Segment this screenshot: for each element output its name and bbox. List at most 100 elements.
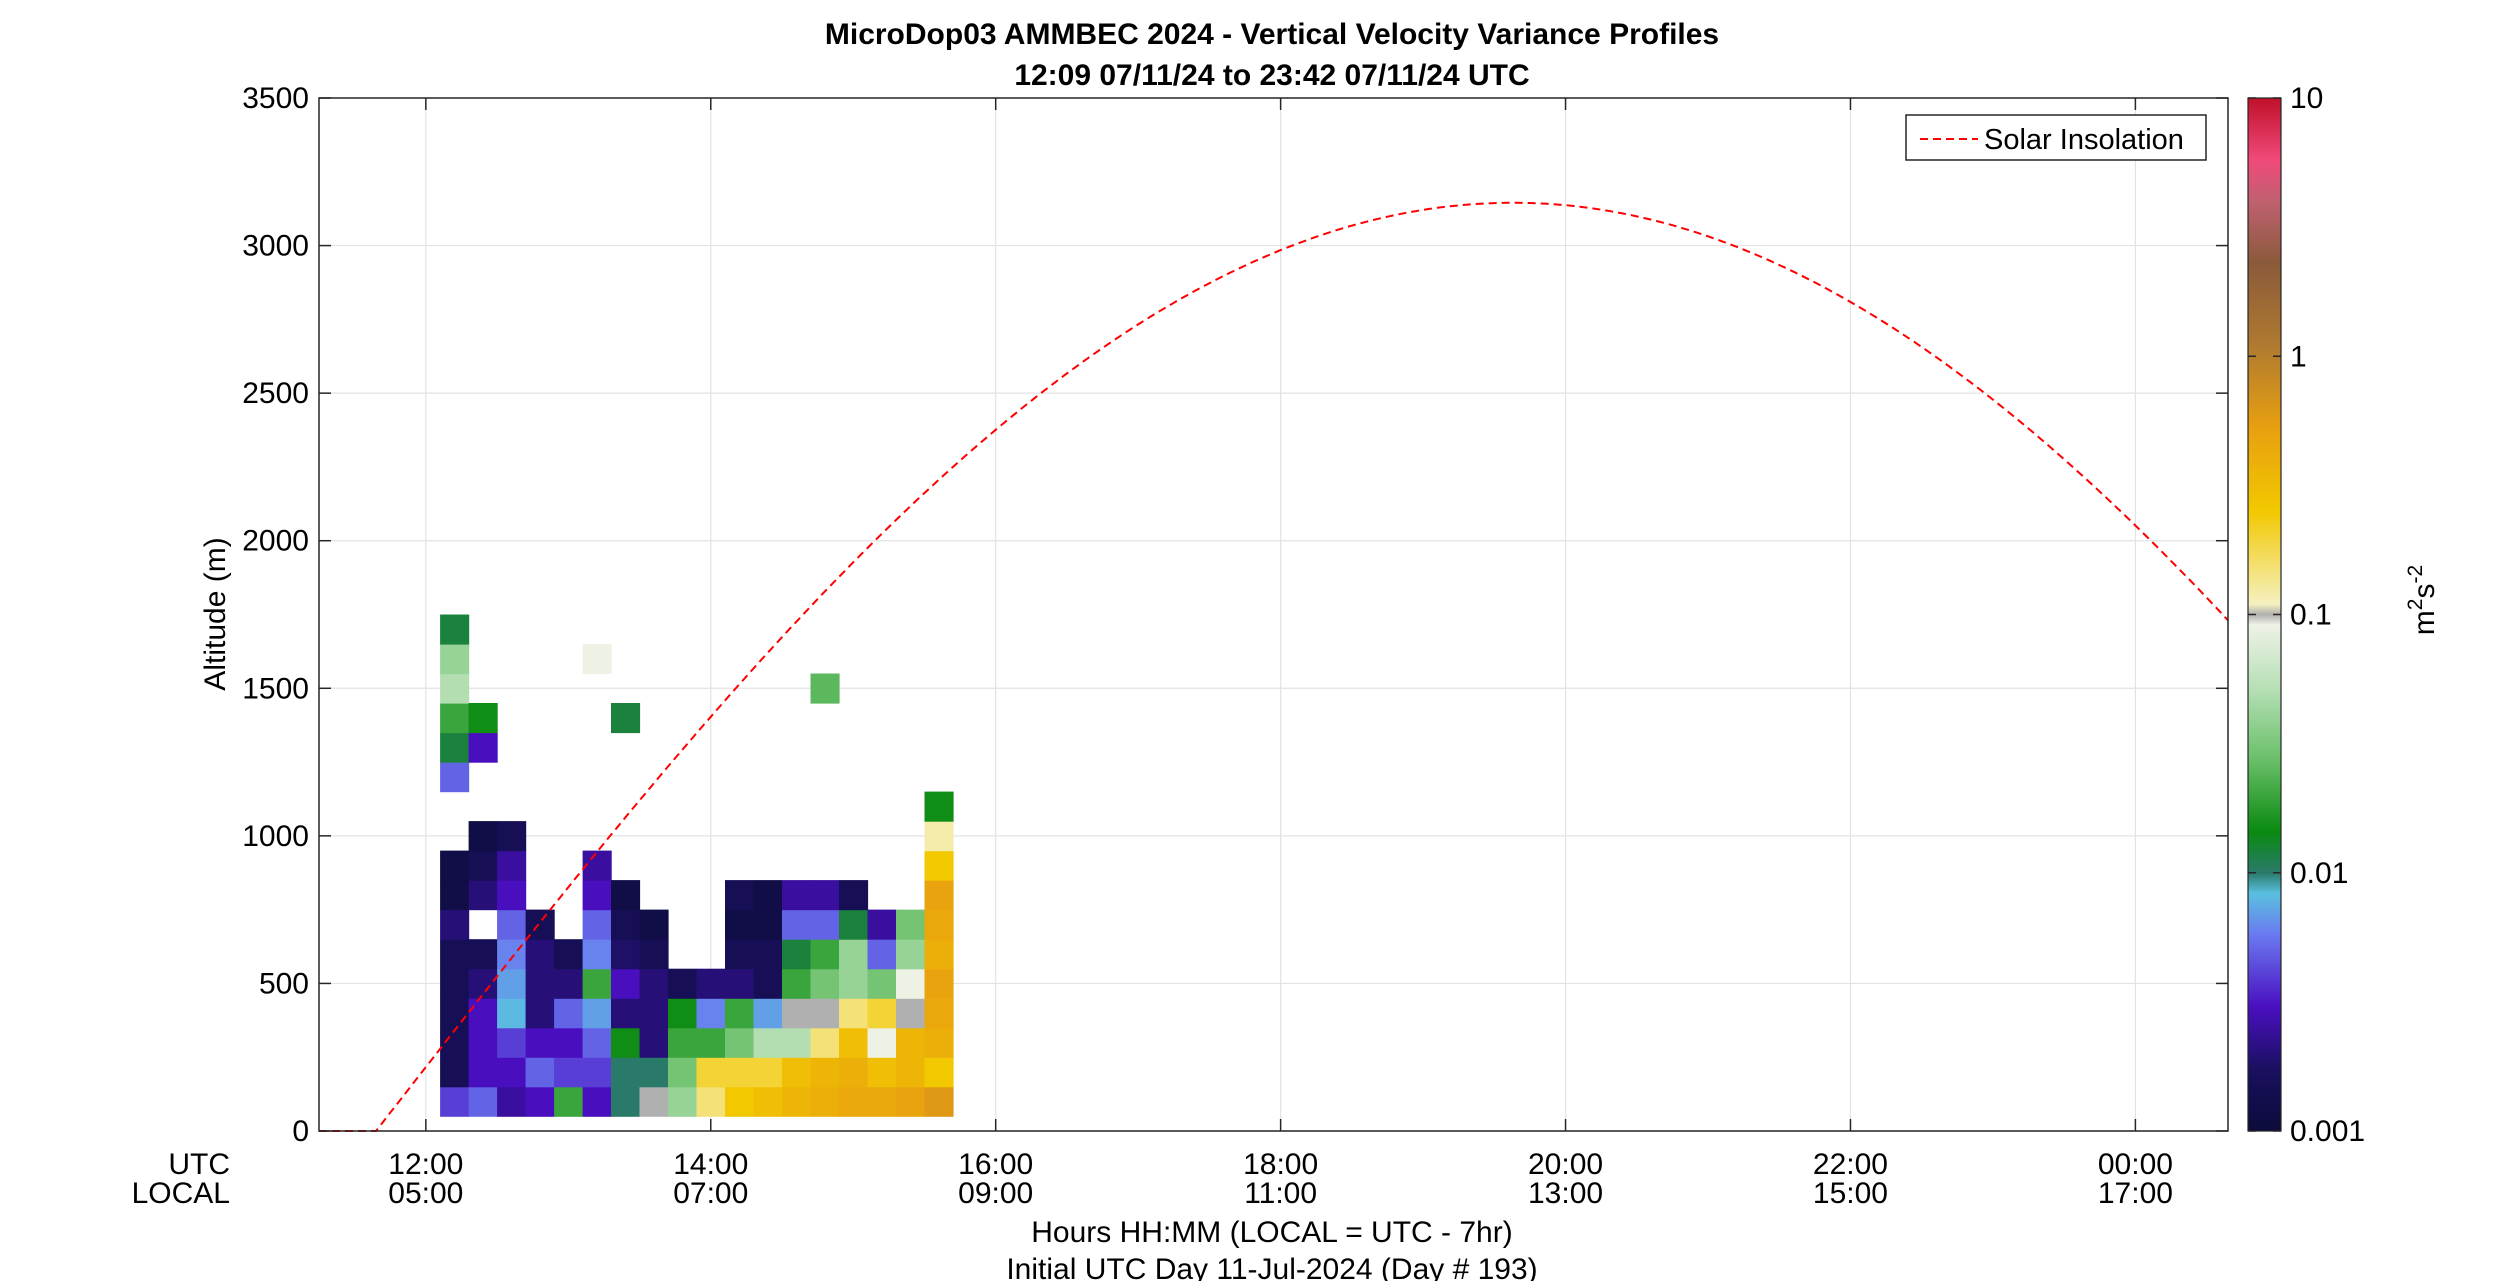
colorbar-tick-label: 0.001 xyxy=(2290,1115,2365,1148)
legend: Solar Insolation xyxy=(1905,114,2207,161)
heatmap-cell xyxy=(497,1086,527,1117)
heatmap-cell xyxy=(896,1057,926,1088)
heatmap-cell xyxy=(440,762,470,793)
heatmap-cell xyxy=(497,821,527,852)
y-tick-labels: 0 500 1000 1500 2000 2500 3000 3500 xyxy=(242,82,309,1148)
heatmap-cell xyxy=(924,791,954,822)
heatmap-cell xyxy=(924,850,954,881)
heatmap-cell xyxy=(582,1057,612,1088)
heatmap-cell xyxy=(753,998,783,1029)
heatmap-cell xyxy=(924,1027,954,1058)
heatmap-cell xyxy=(497,909,527,940)
heatmap-cell xyxy=(810,673,840,704)
heatmap-cell xyxy=(896,909,926,940)
heatmap-cell xyxy=(639,968,669,999)
heatmap-cell xyxy=(468,998,498,1029)
colorbar-tick-label: 10 xyxy=(2290,82,2323,115)
x-tick-label-utc: 14:00 xyxy=(673,1148,748,1181)
heatmap-cell xyxy=(525,968,555,999)
heatmap-cell xyxy=(782,998,812,1029)
heatmap-cell xyxy=(753,880,783,911)
heatmap-cell xyxy=(753,939,783,970)
heatmap-cell xyxy=(696,1057,726,1088)
heatmap-cell xyxy=(611,998,641,1029)
colorbar: 0.001 0.01 0.1 1 10 m2s-2 xyxy=(2247,82,2441,1148)
heatmap-cell xyxy=(497,880,527,911)
heatmap-cell xyxy=(639,909,669,940)
x-axis-label-day: Initial UTC Day 11-Jul-2024 (Day # 193) xyxy=(1006,1253,1537,1281)
heatmap-cell xyxy=(810,1086,840,1117)
heatmap-cell xyxy=(440,850,470,881)
heatmap-cell xyxy=(440,909,470,940)
heatmap-cell xyxy=(554,939,584,970)
heatmap-cell xyxy=(468,1027,498,1058)
heatmap-cell xyxy=(924,968,954,999)
x-row-label-local: LOCAL xyxy=(132,1177,230,1210)
heatmap-cell xyxy=(782,1086,812,1117)
heatmap-cell xyxy=(810,998,840,1029)
heatmap-cell xyxy=(440,1027,470,1058)
heatmap-cell xyxy=(440,703,470,734)
y-tick-label: 1500 xyxy=(242,672,309,705)
heatmap-cell xyxy=(639,939,669,970)
heatmap-cell xyxy=(696,968,726,999)
heatmap-cell xyxy=(924,909,954,940)
heatmap-cell xyxy=(525,939,555,970)
heatmap-cell xyxy=(611,909,641,940)
heatmap-cell xyxy=(753,1027,783,1058)
heatmap-cell xyxy=(867,1027,897,1058)
heatmap-cell xyxy=(810,909,840,940)
heatmap-cell xyxy=(725,968,755,999)
heatmap-cell xyxy=(554,968,584,999)
heatmap-cell xyxy=(525,1086,555,1117)
heatmap-cell xyxy=(810,1057,840,1088)
x-axis-label: Hours HH:MM (LOCAL = UTC - 7hr) xyxy=(1031,1216,1512,1249)
heatmap-cell xyxy=(525,998,555,1029)
heatmap-cell xyxy=(582,909,612,940)
heatmap-cell xyxy=(924,939,954,970)
x-tick-label-utc: 00:00 xyxy=(2098,1148,2173,1181)
heatmap-cell xyxy=(582,939,612,970)
heatmap-cell xyxy=(924,1086,954,1117)
chart-subtitle: 12:09 07/11/24 to 23:42 07/11/24 UTC xyxy=(1014,59,1529,92)
heatmap-cell xyxy=(782,968,812,999)
heatmap-cell xyxy=(440,880,470,911)
heatmap-cell xyxy=(582,880,612,911)
heatmap-cell xyxy=(839,939,869,970)
heatmap-cell xyxy=(440,614,470,645)
heatmap-cell xyxy=(611,1086,641,1117)
heatmap-cell xyxy=(725,1057,755,1088)
heatmap-cell xyxy=(440,673,470,704)
heatmap xyxy=(440,614,954,1117)
heatmap-cell xyxy=(611,880,641,911)
heatmap-cell xyxy=(867,909,897,940)
heatmap-cell xyxy=(839,1057,869,1088)
heatmap-cell xyxy=(582,644,612,675)
legend-entry-solar: Solar Insolation xyxy=(1984,124,2184,156)
heatmap-cell xyxy=(725,909,755,940)
x-tick-label-local: 13:00 xyxy=(1528,1177,1603,1210)
heatmap-cell xyxy=(525,1057,555,1088)
y-tick-label: 2000 xyxy=(242,525,309,558)
heatmap-cell xyxy=(696,1027,726,1058)
heatmap-cell xyxy=(582,1086,612,1117)
y-tick-label: 2500 xyxy=(242,377,309,410)
heatmap-cell xyxy=(782,1057,812,1088)
heatmap-cell xyxy=(468,703,498,734)
heatmap-cell xyxy=(839,998,869,1029)
heatmap-cell xyxy=(639,1027,669,1058)
heatmap-cell xyxy=(839,1027,869,1058)
heatmap-cell xyxy=(497,850,527,881)
heatmap-cell xyxy=(497,998,527,1029)
heatmap-cell xyxy=(867,998,897,1029)
solar-insolation-line xyxy=(319,201,2229,1132)
heatmap-cell xyxy=(497,939,527,970)
colorbar-label: m2s-2 xyxy=(2404,565,2441,635)
heatmap-cell xyxy=(468,1057,498,1088)
heatmap-cell xyxy=(611,1027,641,1058)
heatmap-cell xyxy=(468,821,498,852)
heatmap-cell xyxy=(440,968,470,999)
heatmap-cell xyxy=(839,1086,869,1117)
heatmap-cell xyxy=(440,939,470,970)
heatmap-cell xyxy=(839,909,869,940)
